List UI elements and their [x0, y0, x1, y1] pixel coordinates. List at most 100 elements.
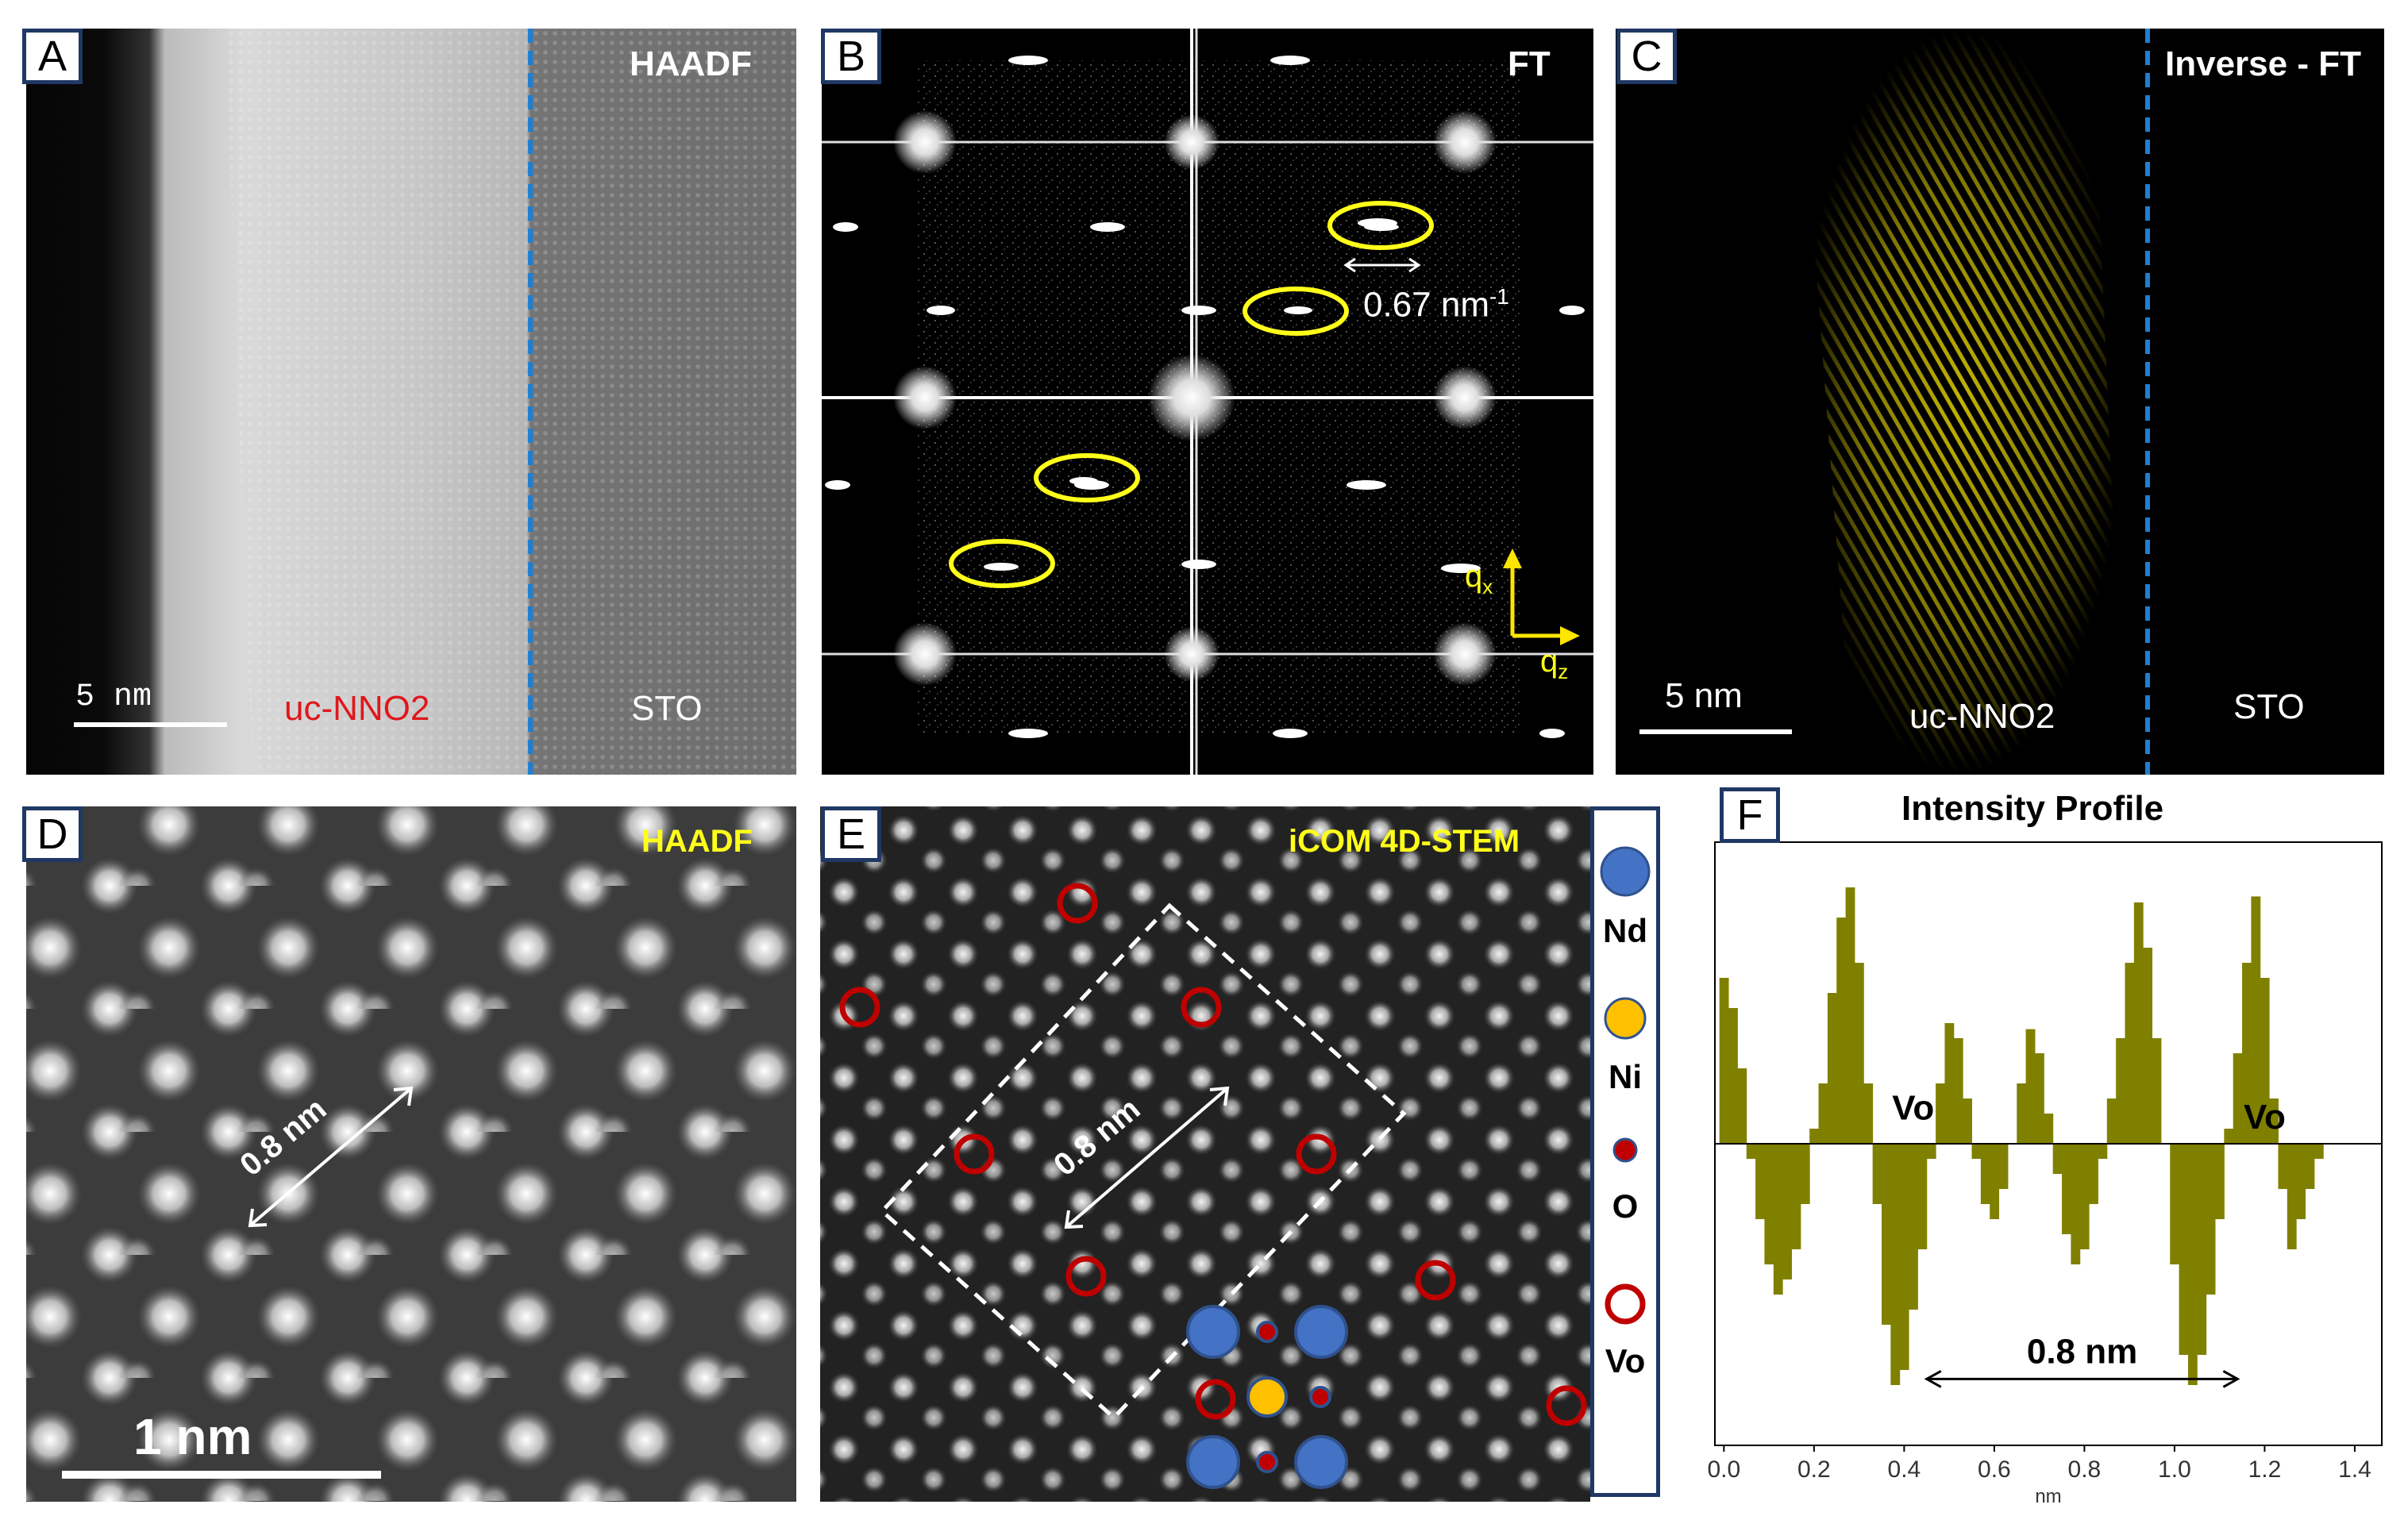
profile-bar: [1773, 1144, 1783, 1295]
profile-bar: [2187, 1144, 2198, 1385]
profile-bar: [1854, 963, 1864, 1144]
reciprocal-axes-icon: [1503, 548, 1580, 645]
distance-arrow-head-right: [2222, 1370, 2240, 1388]
profile-bar: [1944, 1023, 1955, 1144]
profile-bar: [2206, 1144, 2216, 1295]
panel-b-fourier-transform: FT 0.67 nm-1 qx qz: [822, 29, 1593, 775]
spacing-double-arrow: [1343, 257, 1421, 273]
panel-c-mode-label: Inverse - FT: [2165, 44, 2361, 83]
profile-bar: [2062, 1144, 2071, 1234]
profile-bar: [1818, 1083, 1828, 1144]
region-label-uc-nno2: uc-NNO2: [284, 689, 430, 728]
x-tick-label: 0.6: [1978, 1456, 2011, 1483]
axis-qz-symbol: q: [1540, 644, 1558, 679]
profile-bar: [1746, 1144, 1756, 1159]
annotation-distance: 0.8 nm: [2027, 1332, 2137, 1371]
x-tick-label: 0.0: [1707, 1456, 1740, 1483]
profile-bar: [2179, 1144, 2189, 1355]
profile-bar: [1782, 1144, 1792, 1279]
annotation-vo-1: Vo: [1892, 1089, 1934, 1128]
profile-bar: [1980, 1144, 1990, 1204]
scale-bar-label: 5 nm: [1665, 676, 1743, 715]
panel-e-mode-label: iCOM 4D-STEM: [1289, 824, 1520, 859]
inverse-ft-image: [1616, 29, 2384, 775]
panel-d-haadf-zoom: HAADF 0.8 nm 1 nm: [26, 806, 796, 1502]
profile-bar: [1936, 1083, 1945, 1144]
profile-bar: [1882, 1144, 1891, 1325]
profile-bar: [2034, 1053, 2044, 1144]
x-tick-label: 1.4: [2338, 1456, 2371, 1483]
spacing-value: 0.67 nm: [1363, 285, 1489, 325]
profile-bar: [1791, 1144, 1801, 1249]
profile-bar: [2170, 1144, 2180, 1264]
profile-bar: [2116, 1038, 2125, 1144]
profile-bar: [2305, 1144, 2315, 1189]
scale-bar-label: 1 nm: [133, 1408, 252, 1465]
profile-bar: [1899, 1144, 1909, 1370]
profile-bar: [2152, 1038, 2162, 1144]
profile-bar: [2089, 1144, 2098, 1204]
profile-bar: [2233, 1053, 2243, 1144]
distance-double-arrow: [1064, 1086, 1230, 1229]
atom-legend: Nd Ni O Vo: [1590, 806, 1660, 1497]
axis-qx-symbol: q: [1465, 559, 1483, 594]
panel-label-d: D: [22, 806, 83, 862]
panel-label-e: E: [821, 806, 881, 862]
intensity-profile-chart: 0.0 0.2 0.4 0.6 0.8 1.0 1.2 1.4 nm Vo Vo 0.8 nm: [1707, 841, 2383, 1507]
legend-label-nd: Nd: [1603, 912, 1647, 949]
profile-bar: [1764, 1144, 1774, 1264]
profile-bar: [2215, 1144, 2225, 1219]
distance-double-arrow: [248, 1086, 414, 1228]
profile-bar: [1953, 1038, 1963, 1144]
panel-label-a: A: [22, 29, 83, 84]
profile-bar: [2044, 1114, 2054, 1144]
x-tick-label: 0.8: [2068, 1456, 2102, 1483]
scale-bar-label: 5 nm: [75, 679, 152, 715]
profile-bar: [2251, 896, 2261, 1144]
x-tick-label: 0.2: [1797, 1456, 1831, 1483]
profile-bar: [1990, 1144, 2000, 1219]
oxygen-vacancy-markers: [839, 883, 1587, 1426]
panel-a-haadf-image: HAADF 5 nm uc-NNO2 STO: [26, 29, 796, 775]
spacing-exponent: -1: [1489, 284, 1509, 309]
x-tick-label: 0.4: [1888, 1456, 1921, 1483]
profile-bar: [1971, 1144, 1982, 1159]
region-label-sto: STO: [631, 689, 703, 728]
profile-bar: [1755, 1144, 1765, 1219]
profile-bar: [1998, 1144, 2009, 1189]
axis-qz-subscript: z: [1558, 660, 1569, 683]
profile-bar: [2106, 1099, 2117, 1144]
spacing-label: 0.67 nm-1: [1363, 284, 1509, 325]
legend-symbol-vo: [1605, 1283, 1646, 1325]
profile-bar: [2224, 1129, 2234, 1144]
legend-label-vo: Vo: [1605, 1342, 1646, 1379]
panel-c-inverse-ft: Inverse - FT 5 nm uc-NNO2 STO: [1616, 29, 2384, 775]
profile-bar: [1836, 918, 1847, 1144]
legend-symbols: [1600, 846, 1651, 1325]
profile-bar: [2098, 1144, 2108, 1159]
profile-bar: [1737, 1068, 1747, 1144]
profile-bar: [2269, 1099, 2279, 1144]
distance-arrow-head-left: [1924, 1370, 1942, 1388]
profile-bar: [2278, 1144, 2288, 1189]
atom-model-overlay: [1186, 1305, 1348, 1489]
profile-bar: [2025, 1029, 2036, 1144]
profile-bar: [2197, 1144, 2207, 1355]
profile-bar: [1809, 1129, 1820, 1144]
profile-bar: [2071, 1144, 2081, 1264]
profile-bar: [2287, 1144, 2297, 1249]
profile-bar: [1909, 1144, 1918, 1310]
x-axis-label: nm: [2035, 1486, 2061, 1507]
legend-symbol-o: [1612, 1137, 1638, 1163]
axis-qx-subscript: x: [1482, 575, 1493, 598]
profile-bar: [1845, 887, 1855, 1144]
region-label-sto: STO: [2233, 687, 2305, 726]
panel-label-b: B: [821, 29, 881, 84]
legend-symbol-ni: [1604, 997, 1647, 1040]
panel-label-f: F: [1720, 787, 1780, 843]
profile-bar: [1963, 1099, 1973, 1144]
profile-bar: [1827, 993, 1837, 1144]
profile-bar: [1800, 1144, 1810, 1204]
profile-bar: [2260, 978, 2270, 1144]
panel-f-intensity-profile: Intensity Profile 0.0 0.2 0.4 0.6 0.8 1.0 1.2 1…: [1675, 783, 2406, 1513]
